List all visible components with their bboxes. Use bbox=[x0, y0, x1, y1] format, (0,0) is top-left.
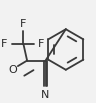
Text: F: F bbox=[20, 19, 27, 29]
Text: N: N bbox=[41, 90, 50, 100]
Text: O: O bbox=[8, 65, 17, 75]
Text: F: F bbox=[38, 39, 44, 49]
Text: F: F bbox=[1, 39, 7, 49]
